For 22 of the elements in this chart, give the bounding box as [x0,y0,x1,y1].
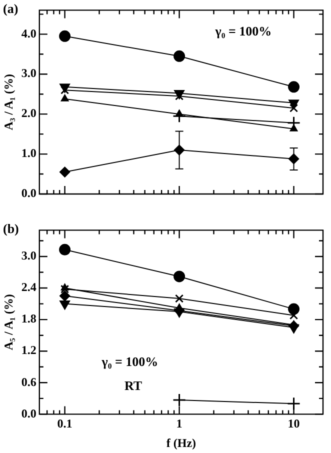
x-tick-label: 1 [176,416,182,430]
y-tick-label: 0.0 [21,406,36,420]
y-tick-label: 4.0 [21,26,36,40]
y-tick-label: 1.8 [21,312,36,326]
annotation: γ₀ = 100% [214,24,272,39]
y-tick-label: 3.0 [21,66,36,80]
chart-title: (b) [3,220,19,236]
y-tick-label: 2.0 [21,106,36,120]
y-tick-label: 1.0 [21,146,36,160]
y-axis-title: A₅ / A₁ (%) [1,294,16,350]
x-axis-title: f (Hz) [166,436,196,450]
x-tick-label: 0.1 [57,416,72,430]
annotation: γ₀ = 100% [100,354,158,370]
y-tick-label: 3.0 [21,248,36,263]
chart-title: (a) [3,0,18,16]
y-tick-label: 1.2 [21,343,36,358]
x-tick-label: 10 [288,416,300,430]
annotation: RT [124,378,142,393]
y-tick-label: 0.0 [21,186,36,200]
y-tick-label: 0.6 [21,374,36,389]
y-axis-title: A₃ / A₁ (%) [1,74,16,130]
y-tick-label: 2.4 [21,280,36,294]
